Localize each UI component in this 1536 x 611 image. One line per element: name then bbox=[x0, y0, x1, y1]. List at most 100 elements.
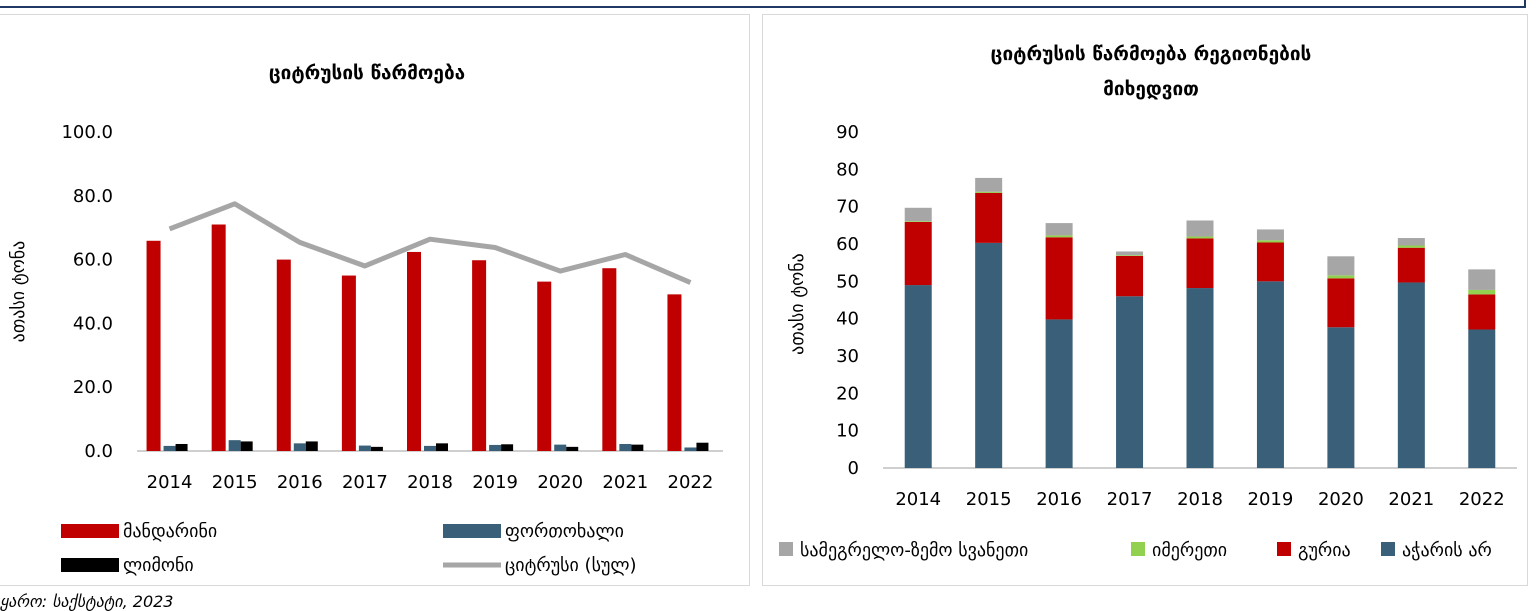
bar-mandarin bbox=[667, 294, 682, 451]
bar-imereti bbox=[904, 221, 932, 222]
bar-samegrelo bbox=[904, 207, 932, 222]
legend-orange-swatch bbox=[443, 524, 501, 538]
bar-lemon bbox=[305, 441, 318, 451]
chart-panel-citrus-production: ციტრუსის წარმოება ათასი ტონა 0.0 20.0 40.0 60… bbox=[0, 14, 750, 586]
x-tick-label: 2022 bbox=[668, 472, 714, 493]
bar-imereti bbox=[1256, 240, 1284, 243]
bar-adjara bbox=[1468, 329, 1496, 468]
x-tick-label: 2020 bbox=[537, 472, 583, 493]
chart-citrus-by-region: ციტრუსის წარმოება რეგიონების მიხედვით ათას… bbox=[779, 43, 1517, 561]
bar-adjara bbox=[1256, 281, 1284, 468]
y-tick-label: 20 bbox=[836, 383, 859, 404]
bar-mandarin bbox=[602, 268, 617, 451]
bar-orange bbox=[489, 444, 502, 451]
x-tick-label: 2021 bbox=[602, 472, 648, 493]
legend-lemon-swatch bbox=[61, 558, 119, 572]
bar-samegrelo bbox=[1256, 229, 1284, 241]
x-tick-label: 2019 bbox=[1248, 489, 1294, 510]
legend-samegrelo-swatch bbox=[779, 542, 793, 556]
y-tick-label: 80 bbox=[836, 159, 859, 180]
y-tick-label: 70 bbox=[836, 197, 859, 218]
bar-mandarin bbox=[211, 224, 226, 451]
legend-citrus-total-label: ციტრუსი (სულ) bbox=[505, 555, 637, 576]
x-tick-label: 2014 bbox=[895, 489, 941, 510]
bar-lemon bbox=[631, 444, 644, 451]
y-tick-label: 40.0 bbox=[73, 313, 113, 334]
x-tick-label: 2018 bbox=[1177, 489, 1223, 510]
bar-adjara bbox=[975, 242, 1003, 468]
x-tick-label: 2020 bbox=[1318, 489, 1364, 510]
bar-adjara bbox=[1327, 327, 1355, 468]
x-tick-label: 2016 bbox=[277, 472, 323, 493]
x-tick-label: 2014 bbox=[147, 472, 193, 493]
chart-panel-citrus-by-region: ციტრუსის წარმოება რეგიონების მიხედვით ათას… bbox=[762, 14, 1528, 586]
bar-mandarin bbox=[472, 260, 487, 451]
bar-lemon bbox=[175, 443, 188, 451]
bar-mandarin bbox=[537, 281, 552, 451]
chart-title: ციტრუსის წარმოება bbox=[269, 62, 465, 84]
bar-orange bbox=[554, 444, 567, 451]
bar-lemon bbox=[566, 446, 579, 451]
chart-title-line-1: ციტრუსის წარმოება რეგიონების bbox=[991, 43, 1312, 65]
top-frame bbox=[0, 0, 1526, 8]
bar-lemon bbox=[370, 446, 383, 451]
bar-adjara bbox=[1397, 282, 1425, 468]
bar-guria bbox=[1327, 278, 1355, 328]
legend-orange-label: ფორთოხალი bbox=[505, 521, 624, 542]
legend-mandarin-label: მანდარინი bbox=[123, 521, 217, 542]
y-tick-label: 0.0 bbox=[84, 441, 113, 462]
bar-orange bbox=[424, 445, 436, 451]
bar-lemon bbox=[436, 443, 448, 451]
bar-samegrelo bbox=[1116, 251, 1144, 256]
bar-adjara bbox=[1116, 296, 1144, 468]
y-tick-label: 0 bbox=[848, 458, 859, 479]
y-tick-label: 60 bbox=[836, 234, 859, 255]
bar-guria bbox=[1116, 255, 1144, 297]
bar-adjara bbox=[1186, 288, 1214, 468]
bar-orange bbox=[358, 445, 371, 451]
legend-adjara-swatch bbox=[1381, 542, 1395, 556]
bar-guria bbox=[1256, 242, 1284, 282]
y-tick-label: 20.0 bbox=[73, 377, 113, 398]
bar-imereti bbox=[1397, 245, 1425, 248]
bar-orange bbox=[684, 447, 697, 451]
bar-guria bbox=[904, 221, 932, 286]
bar-adjara bbox=[1045, 319, 1073, 468]
legend-lemon-label: ლიმონი bbox=[123, 555, 194, 576]
bar-samegrelo bbox=[1045, 223, 1073, 236]
bar-imereti bbox=[975, 191, 1003, 193]
x-tick-label: 2016 bbox=[1036, 489, 1082, 510]
y-tick-label: 60.0 bbox=[73, 250, 113, 271]
y-tick-label: 50 bbox=[836, 271, 859, 292]
bar-mandarin bbox=[276, 259, 291, 451]
x-tick-label: 2015 bbox=[212, 472, 258, 493]
y-tick-label: 90 bbox=[836, 122, 859, 143]
bar-lemon bbox=[240, 441, 253, 451]
bar-samegrelo bbox=[1327, 256, 1355, 276]
y-axis-title: ათასი ტონა bbox=[8, 241, 29, 343]
bar-samegrelo bbox=[1397, 238, 1425, 246]
bar-orange bbox=[228, 440, 241, 451]
chart-title-line-2: მიხედვით bbox=[1103, 78, 1199, 100]
bar-guria bbox=[1186, 238, 1214, 289]
x-tick-label: 2021 bbox=[1388, 489, 1434, 510]
bar-orange bbox=[293, 443, 306, 451]
x-tick-label: 2017 bbox=[1107, 489, 1153, 510]
legend-guria-swatch bbox=[1277, 542, 1291, 556]
bar-samegrelo bbox=[1468, 269, 1496, 290]
bar-imereti bbox=[1116, 255, 1144, 256]
bar-guria bbox=[975, 192, 1003, 243]
source-note: ყარო: საქსტატი, 2023 bbox=[0, 592, 174, 611]
x-tick-label: 2022 bbox=[1459, 489, 1505, 510]
bar-guria bbox=[1045, 237, 1073, 320]
legend-adjara-label: აჭარის არ bbox=[1402, 540, 1492, 561]
y-tick-label: 30 bbox=[836, 346, 859, 367]
x-tick-label: 2019 bbox=[472, 472, 518, 493]
legend-samegrelo-label: სამეგრელო-ზემო სვანეთი bbox=[800, 540, 1028, 561]
legend-imereti-label: იმერეთი bbox=[1152, 540, 1227, 561]
bar-imereti bbox=[1468, 289, 1496, 295]
bar-mandarin bbox=[146, 240, 161, 451]
bar-imereti bbox=[1186, 236, 1214, 239]
legend-imereti-swatch bbox=[1131, 542, 1145, 556]
y-axis-title: ათასი ტონა bbox=[787, 253, 808, 355]
